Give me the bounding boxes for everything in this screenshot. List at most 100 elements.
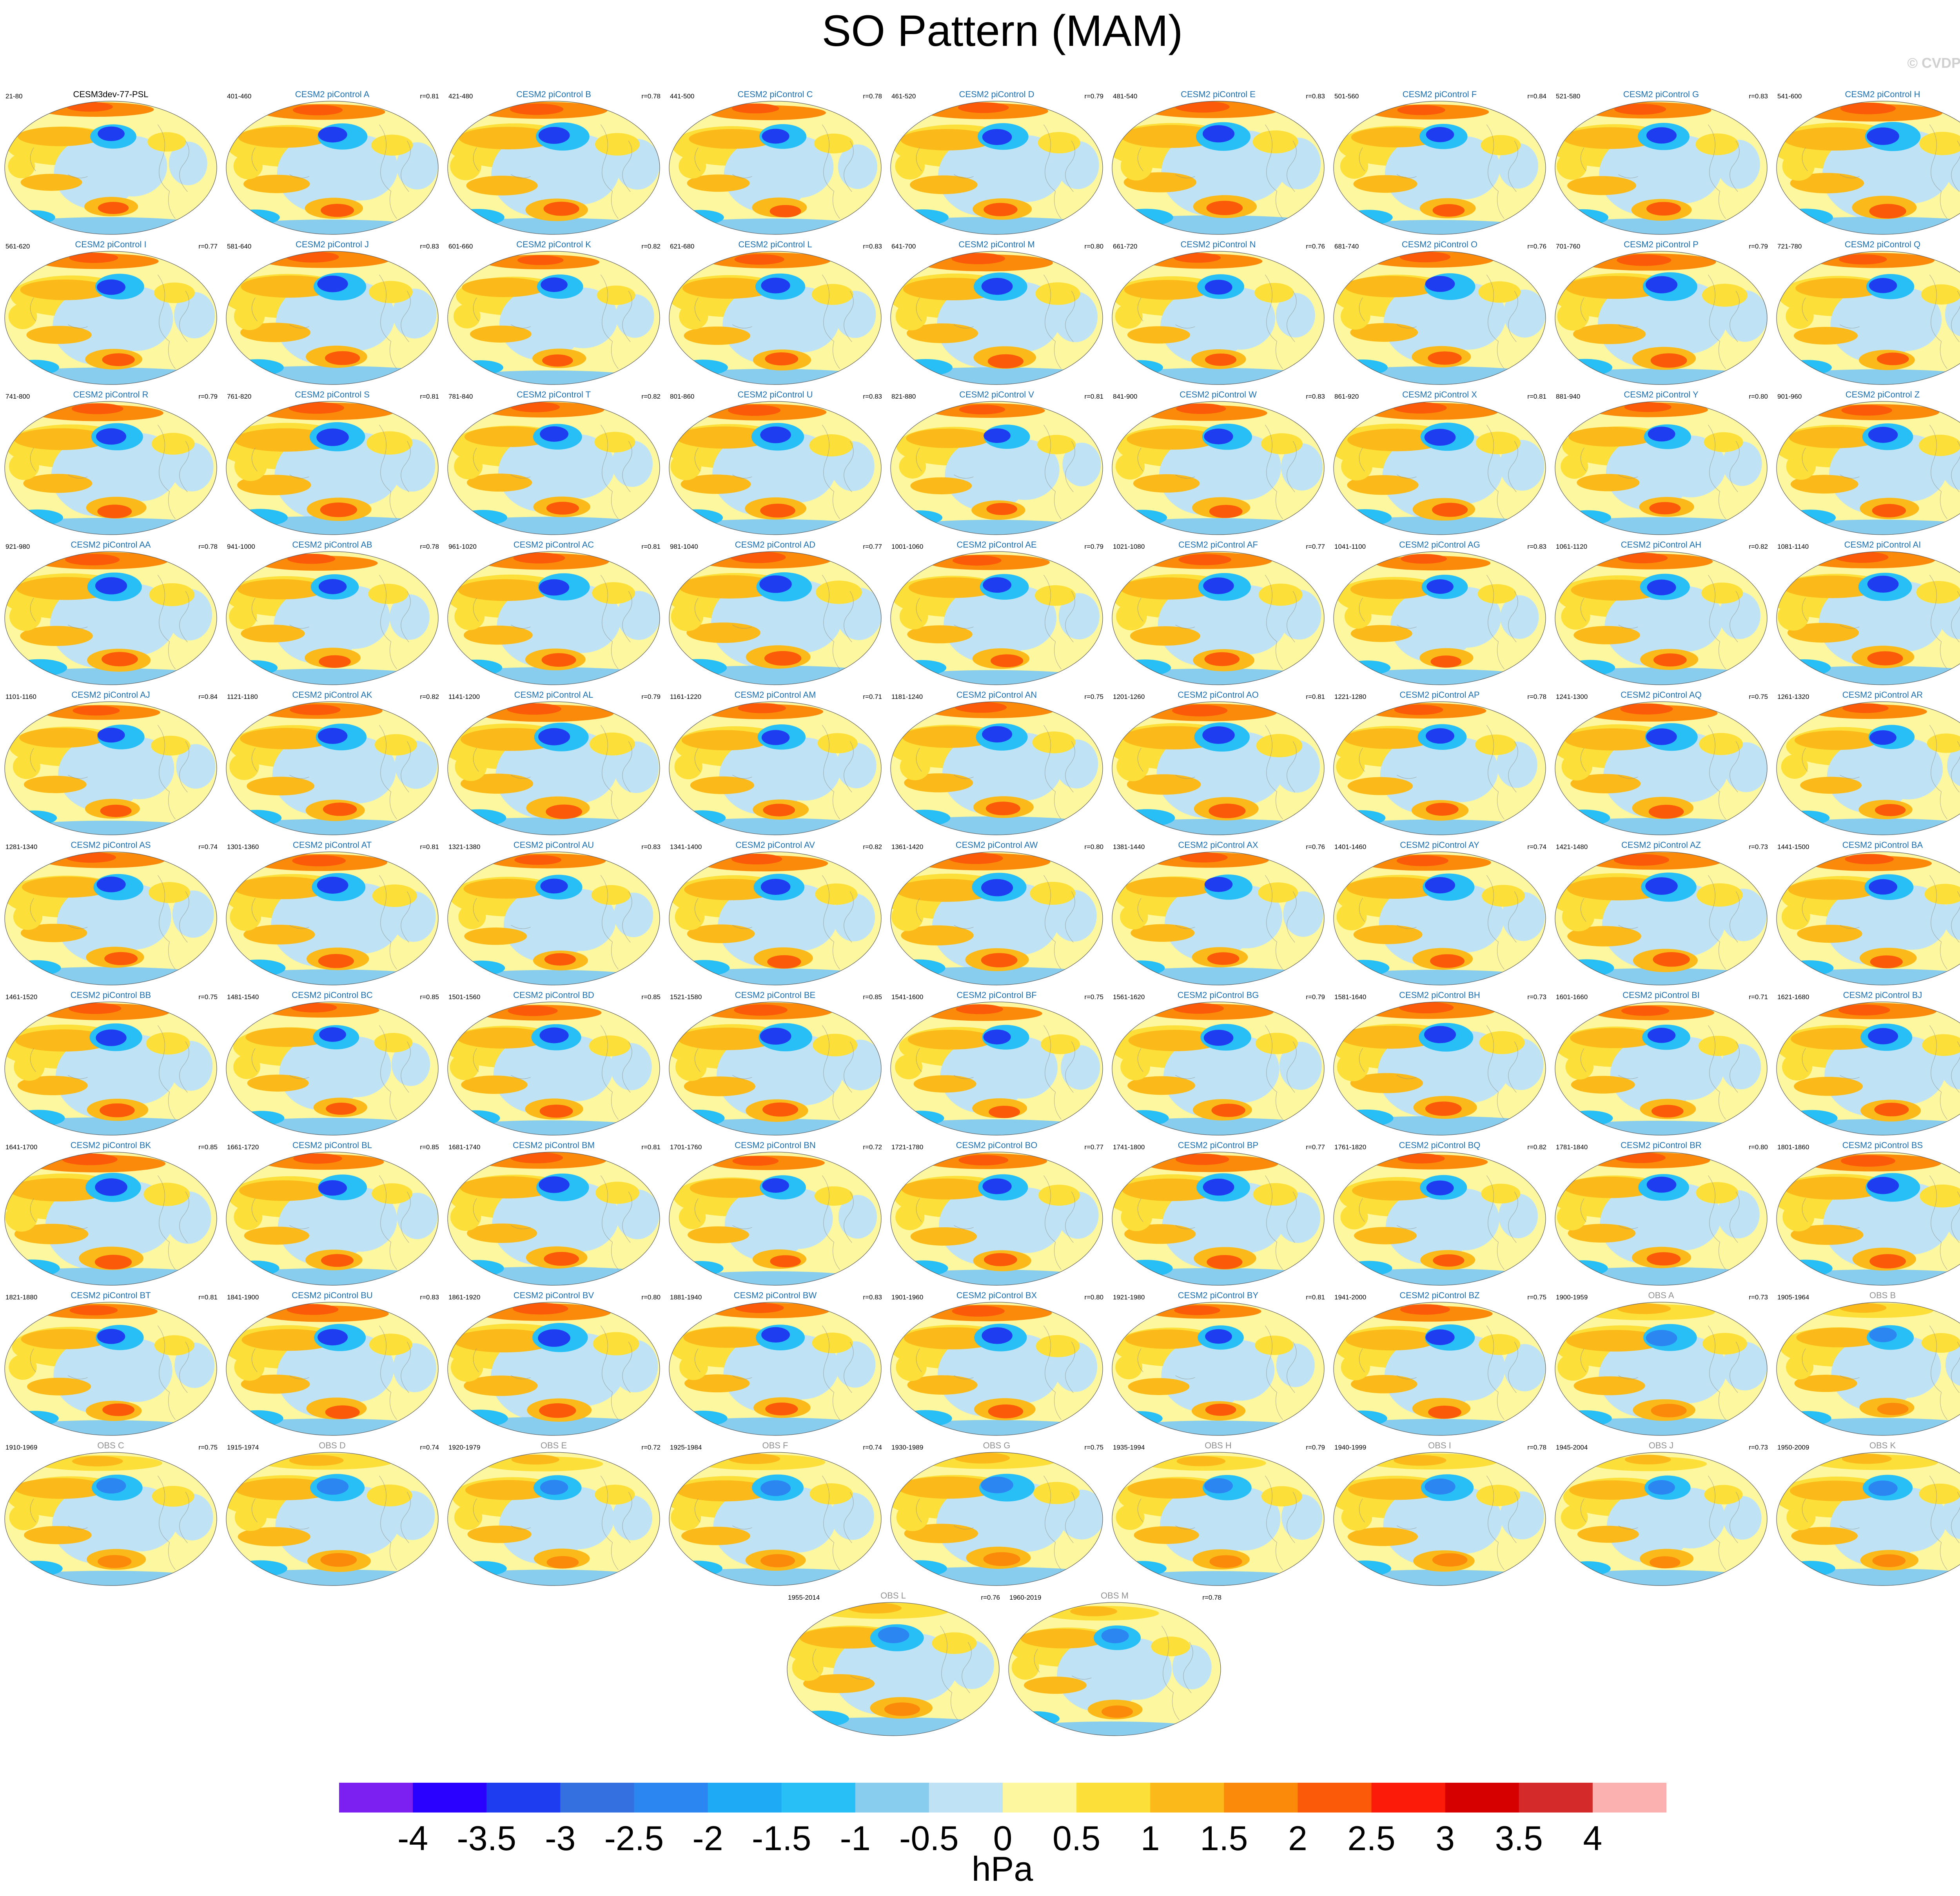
panel-period: 1821-1880 [5, 1294, 38, 1301]
panel-correlation: r=0.74 [1527, 843, 1546, 851]
pattern-map [226, 251, 439, 385]
panel-period: 1721-1780 [891, 1143, 924, 1151]
map-panel: CESM2 piControl BR 1781-1840 r=0.80 [1550, 1138, 1772, 1288]
panel-correlation: r=0.73 [1749, 843, 1768, 851]
pattern-map [1112, 401, 1325, 535]
panel-title: CESM2 piControl AW [955, 840, 1038, 850]
map-panel: CESM2 piControl AG 1041-1100 r=0.83 [1329, 537, 1550, 687]
pattern-map [1008, 1602, 1221, 1736]
panel-period: 901-960 [1777, 393, 1802, 400]
panel-period: 1301-1360 [227, 843, 259, 851]
panel-title: OBS L [880, 1591, 906, 1600]
panel-period: 1141-1200 [448, 693, 480, 700]
map-panel: CESM2 piControl G 521-580 r=0.83 [1550, 87, 1772, 237]
panel-correlation: r=0.80 [1749, 393, 1768, 400]
colorbar-tick-label: 0.5 [1052, 1819, 1101, 1858]
map-panel: CESM2 piControl I 561-620 r=0.77 [0, 237, 221, 387]
panel-correlation: r=0.85 [641, 993, 661, 1001]
map-panel: CESM2 piControl AV 1341-1400 r=0.82 [664, 838, 886, 987]
panel-correlation: r=0.83 [420, 1294, 439, 1301]
map-panel: CESM2 piControl T 781-840 r=0.82 [443, 387, 664, 537]
panel-title: CESM2 piControl G [1623, 89, 1699, 99]
colorbar-tick-label: 3.5 [1495, 1819, 1543, 1858]
pattern-map [1555, 1302, 1768, 1436]
colorbar-tick-label: -1 [840, 1819, 871, 1858]
credit-label: © CVDP-LE [1907, 55, 1960, 71]
map-panel: CESM2 piControl BP 1741-1800 r=0.77 [1107, 1138, 1329, 1288]
panel-title: CESM2 piControl BY [1178, 1290, 1259, 1300]
panel-period: 761-820 [227, 393, 252, 400]
panel-period: 721-780 [1777, 243, 1802, 250]
map-panel: CESM3dev-77-PSL 21-80 [0, 87, 221, 237]
map-panel: CESM2 piControl R 741-800 r=0.79 [0, 387, 221, 537]
pattern-map [4, 1452, 217, 1586]
panel-title: CESM2 piControl A [295, 89, 370, 99]
panel-title: CESM2 piControl Q [1844, 239, 1921, 249]
panel-period: 1941-2000 [1334, 1294, 1367, 1301]
pattern-map [669, 851, 882, 985]
panel-period: 1701-1760 [670, 1143, 702, 1151]
panel-period: 501-560 [1334, 93, 1359, 100]
map-panel: CESM2 piControl BH 1581-1640 r=0.73 [1329, 988, 1550, 1138]
colorbar-swatch [413, 1783, 487, 1813]
panel-correlation: r=0.83 [1306, 93, 1325, 100]
panel-title: CESM2 piControl BU [292, 1290, 373, 1300]
panel-correlation: r=0.77 [1306, 1143, 1325, 1151]
panel-period: 941-1000 [227, 543, 255, 550]
colorbar-swatch [929, 1783, 1003, 1813]
pattern-map [226, 101, 439, 235]
pattern-map [4, 551, 217, 685]
colorbar-swatch [560, 1783, 634, 1813]
panel-correlation: r=0.83 [863, 1294, 882, 1301]
panel-title: CESM2 piControl AM [734, 690, 816, 700]
panel-title: CESM2 piControl M [958, 239, 1035, 249]
panel-title: OBS B [1869, 1290, 1896, 1300]
panel-correlation: r=0.85 [420, 1143, 439, 1151]
panel-correlation: r=0.74 [863, 1444, 882, 1451]
pattern-map [890, 1002, 1103, 1136]
panel-period: 1900-1959 [1556, 1294, 1588, 1301]
panel-period: 1501-1560 [448, 993, 481, 1001]
panel-correlation: r=0.77 [863, 543, 882, 550]
pattern-map [226, 701, 439, 835]
panel-title: CESM2 piControl AK [292, 690, 372, 700]
pattern-map [1776, 101, 1960, 235]
map-panel: CESM2 piControl BY 1921-1980 r=0.81 [1107, 1288, 1329, 1438]
panel-period: 921-980 [5, 543, 30, 550]
panel-period: 621-680 [670, 243, 695, 250]
map-panel: CESM2 piControl AX 1381-1440 r=0.76 [1107, 838, 1329, 987]
panel-correlation: r=0.74 [198, 843, 218, 851]
panel-title: CESM2 piControl BV [513, 1290, 594, 1300]
panel-period: 1841-1900 [227, 1294, 259, 1301]
panel-correlation: r=0.82 [1749, 543, 1768, 550]
pattern-map [890, 1452, 1103, 1586]
panel-period: 1601-1660 [1556, 993, 1588, 1001]
panel-period: 541-600 [1777, 93, 1802, 100]
pattern-map [1555, 101, 1768, 235]
map-panel: OBS L 1955-2014 r=0.76 [782, 1588, 1004, 1738]
pattern-map [669, 101, 882, 235]
colorbar-swatch [1076, 1783, 1151, 1813]
pattern-map [1776, 851, 1960, 985]
panel-title: CESM2 piControl BJ [1843, 990, 1922, 1000]
pattern-map [1555, 851, 1768, 985]
map-panel: CESM2 piControl BF 1541-1600 r=0.75 [886, 988, 1107, 1138]
pattern-map [1776, 1302, 1960, 1436]
pattern-map [669, 1302, 882, 1436]
panel-title: CESM2 piControl AI [1844, 540, 1921, 550]
panel-correlation: r=0.82 [1527, 1143, 1546, 1151]
panel-period: 1441-1500 [1777, 843, 1809, 851]
pattern-map [1333, 851, 1546, 985]
map-panel: CESM2 piControl E 481-540 r=0.83 [1107, 87, 1329, 237]
panel-correlation: r=0.76 [1306, 243, 1325, 250]
panel-correlation: r=0.73 [1527, 993, 1546, 1001]
pattern-map [1112, 1452, 1325, 1586]
map-panel: CESM2 piControl N 661-720 r=0.76 [1107, 237, 1329, 387]
panel-correlation: r=0.85 [420, 993, 439, 1001]
pattern-map [1112, 701, 1325, 835]
pattern-map [447, 1002, 660, 1136]
map-panel: CESM2 piControl J 581-640 r=0.83 [221, 237, 443, 387]
colorbar-tick-label: 2 [1288, 1819, 1307, 1858]
